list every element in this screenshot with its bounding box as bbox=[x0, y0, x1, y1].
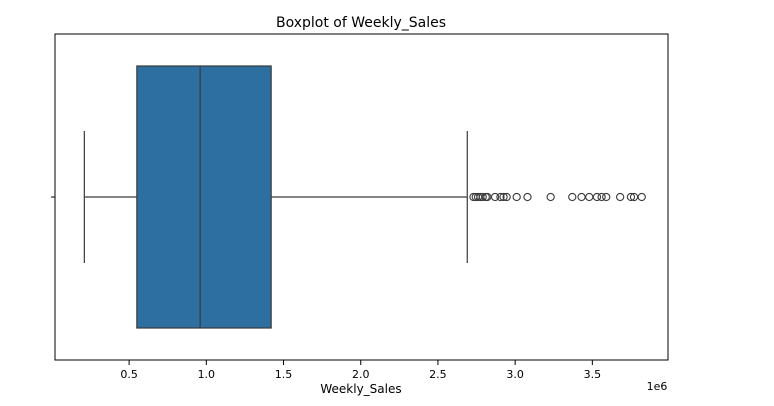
outlier-point bbox=[523, 192, 532, 202]
x-axis: 0.5 1.0 1.5 2.0 2.5 3.0 3.5 bbox=[51, 196, 602, 381]
x-tick-label: 0.5 bbox=[120, 368, 138, 381]
x-tick-label: 1.0 bbox=[198, 368, 216, 381]
outlier-point bbox=[499, 192, 508, 202]
outlier-point bbox=[585, 192, 594, 202]
outlier-point bbox=[478, 192, 487, 202]
outlier-point bbox=[592, 192, 602, 202]
outlier-point bbox=[502, 192, 511, 202]
interquartile-box bbox=[136, 65, 272, 329]
outlier-point bbox=[496, 192, 505, 202]
outlier-point bbox=[577, 192, 586, 202]
outlier-point bbox=[568, 192, 577, 202]
x-tick-label: 3.0 bbox=[506, 368, 524, 381]
outlier-point bbox=[490, 192, 500, 202]
x-axis-scale-label: 1e6 bbox=[647, 380, 668, 393]
chart-title: Boxplot of Weekly_Sales bbox=[276, 15, 446, 31]
boxplot-series bbox=[83, 65, 646, 329]
outlier-point bbox=[597, 192, 606, 202]
outlier-point bbox=[546, 192, 555, 202]
x-tick-label: 2.5 bbox=[429, 368, 447, 381]
x-tick-label: 2.0 bbox=[352, 368, 370, 381]
outlier-point bbox=[602, 192, 611, 202]
x-axis-label: Weekly_Sales bbox=[320, 382, 401, 396]
x-tick-label: 1.5 bbox=[275, 368, 293, 381]
outlier-point bbox=[637, 192, 646, 202]
outlier-point bbox=[512, 192, 521, 202]
outlier-point bbox=[626, 192, 636, 202]
outlier-point bbox=[615, 192, 625, 202]
x-tick-label: 3.5 bbox=[584, 368, 602, 381]
